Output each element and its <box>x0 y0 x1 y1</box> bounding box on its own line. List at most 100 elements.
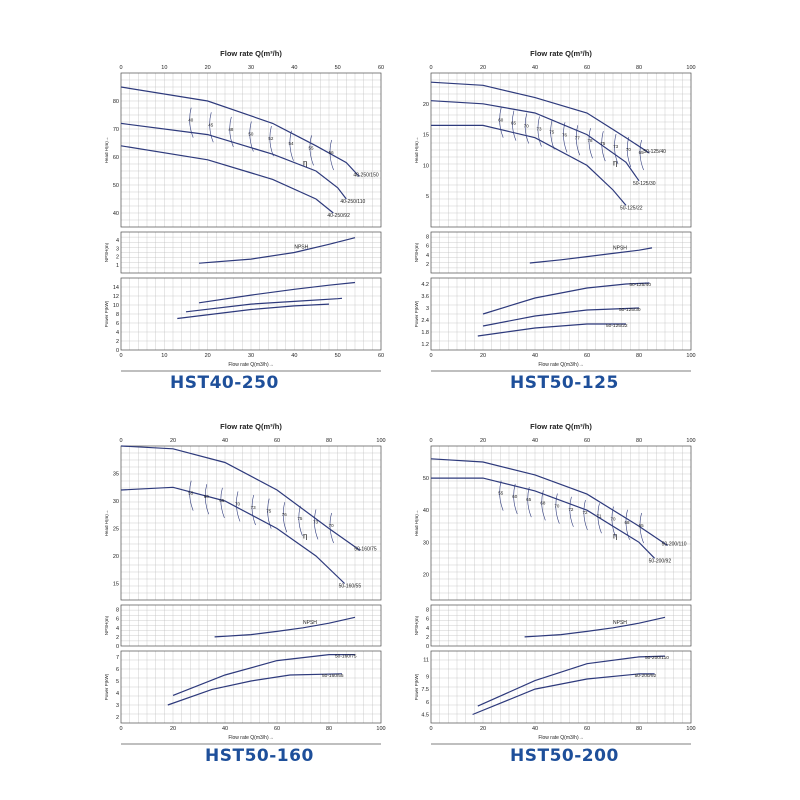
x-tick-label: 40 <box>532 726 538 732</box>
y-tick-label: 40 <box>423 508 429 514</box>
efficiency-isoline <box>524 113 530 144</box>
x-tick-label: 0 <box>429 353 432 359</box>
efficiency-label: 55 <box>498 491 504 496</box>
efficiency-isoline <box>269 126 274 157</box>
head-curve <box>431 477 656 559</box>
eta-label: η <box>613 531 617 540</box>
efficiency-label: 72 <box>568 507 574 512</box>
efficiency-label: 65 <box>639 150 645 155</box>
y-tick-label: 8 <box>116 312 119 318</box>
efficiency-isoline <box>513 483 518 514</box>
efficiency-label: 65 <box>639 523 645 528</box>
efficiency-isoline <box>625 509 630 540</box>
y-tick-label: 5 <box>116 679 119 685</box>
x-tick-label: 80 <box>326 438 332 444</box>
x-tick-label: 0 <box>429 65 432 71</box>
y-tick-label: 2.4 <box>421 318 429 324</box>
efficiency-isoline <box>541 490 546 521</box>
efficiency-label: 78 <box>588 138 594 143</box>
x-tick-label: 100 <box>686 65 695 71</box>
x-tick-label: 0 <box>429 726 432 732</box>
x-tick-label: 100 <box>686 353 695 359</box>
efficiency-label: 70 <box>626 147 632 152</box>
y-tick-label: 10 <box>423 163 429 169</box>
x-tick-label: 40 <box>532 353 538 359</box>
power-curve-label: 50-125/22 <box>606 323 628 329</box>
power-axis-label: Power P(kW) <box>105 300 109 327</box>
npsh-axis-label: NPSH(m) <box>415 615 419 635</box>
efficiency-label: 73 <box>613 144 619 149</box>
y-tick-label: 1.2 <box>421 342 429 348</box>
efficiency-label: 50 <box>248 132 254 137</box>
efficiency-label: 55 <box>188 491 194 496</box>
efficiency-isoline <box>229 116 234 148</box>
y-tick-label: 3.6 <box>421 294 429 300</box>
x-tick-label: 20 <box>480 353 486 359</box>
plot-frame <box>120 650 382 724</box>
x-tick-label: 40 <box>291 353 297 359</box>
efficiency-isoline <box>537 116 542 147</box>
y-tick-label: 15 <box>113 582 119 588</box>
top-axis-title: Flow rate Q(m³/h) <box>220 422 282 431</box>
efficiency-isoline <box>251 494 256 526</box>
x-tick-label: 0 <box>119 353 122 359</box>
efficiency-isoline <box>563 122 568 153</box>
npsh-curve <box>214 616 356 638</box>
x-tick-label: 40 <box>532 438 538 444</box>
bottom-axis-title: Flow rate Q(m3/h)→ <box>538 362 583 368</box>
x-tick-label: 10 <box>161 65 167 71</box>
power-curve <box>198 281 356 304</box>
power-curve-label: 50-125/40 <box>629 282 651 288</box>
efficiency-isoline <box>527 487 532 518</box>
head-curve-label: 50-125/22 <box>620 205 643 211</box>
y-tick-label: 8 <box>426 608 429 614</box>
chart-panel-hst50-200: Flow rate Q(m³/h) 0 20 40 60 80 100 20 30 40 50 Hea… <box>414 418 705 798</box>
x-tick-label: 60 <box>274 438 280 444</box>
efficiency-label: 60 <box>498 118 504 123</box>
plot-frame <box>430 231 692 274</box>
head-curve <box>120 445 361 551</box>
efficiency-label: 75 <box>600 141 606 146</box>
efficiency-isoline <box>189 107 194 138</box>
power-curve-label: 50-160/75 <box>335 654 357 660</box>
x-tick-label: 60 <box>584 726 590 732</box>
y-tick-label: 8 <box>426 235 429 241</box>
efficiency-label: 65 <box>526 497 532 502</box>
y-tick-label: 2 <box>426 262 429 268</box>
head-curve <box>431 124 627 206</box>
head-curve <box>120 86 360 178</box>
efficiency-isoline <box>601 131 606 162</box>
efficiency-isoline <box>329 139 334 171</box>
efficiency-isoline <box>329 512 334 544</box>
y-tick-label: 6 <box>426 244 429 250</box>
plot-frame <box>430 650 692 724</box>
eta-label: η <box>303 158 307 167</box>
npsh-axis-label: NPSH(m) <box>105 615 109 635</box>
x-tick-label: 0 <box>119 65 122 71</box>
pump-curve-chart: Flow rate Q(m³/h)0 20 40 60 80 1001520253035H… <box>104 422 386 745</box>
x-tick-label: 80 <box>636 353 642 359</box>
efficiency-label: 48 <box>228 127 234 132</box>
efficiency-label: 76 <box>282 512 288 517</box>
efficiency-label: 70 <box>329 523 335 528</box>
x-tick-label: 60 <box>584 353 590 359</box>
head-curve-label: 50-125/30 <box>633 181 656 187</box>
efficiency-label: 45 <box>208 122 214 127</box>
power-curve <box>177 303 330 320</box>
head-curve-label: 40-250/110 <box>340 199 365 205</box>
bottom-axis-title: Flow rate Q(m3/h)→ <box>228 735 273 741</box>
y-tick-label: 3 <box>116 703 119 709</box>
efficiency-label: 76 <box>562 132 568 137</box>
efficiency-isoline <box>289 130 294 161</box>
head-curve <box>430 81 650 154</box>
model-title: HST50-160 <box>205 746 314 766</box>
y-tick-label: 70 <box>113 127 119 133</box>
head-curve-label: 50-160/75 <box>354 547 377 553</box>
y-tick-label: 80 <box>113 99 119 105</box>
efficiency-label: 55 <box>309 145 315 150</box>
efficiency-label: 77 <box>575 135 581 140</box>
x-tick-label: 20 <box>480 726 486 732</box>
efficiency-isoline <box>236 491 241 522</box>
y-tick-label: 4.2 <box>421 282 429 288</box>
head-axis-label: Head H(m)→ <box>415 137 419 164</box>
